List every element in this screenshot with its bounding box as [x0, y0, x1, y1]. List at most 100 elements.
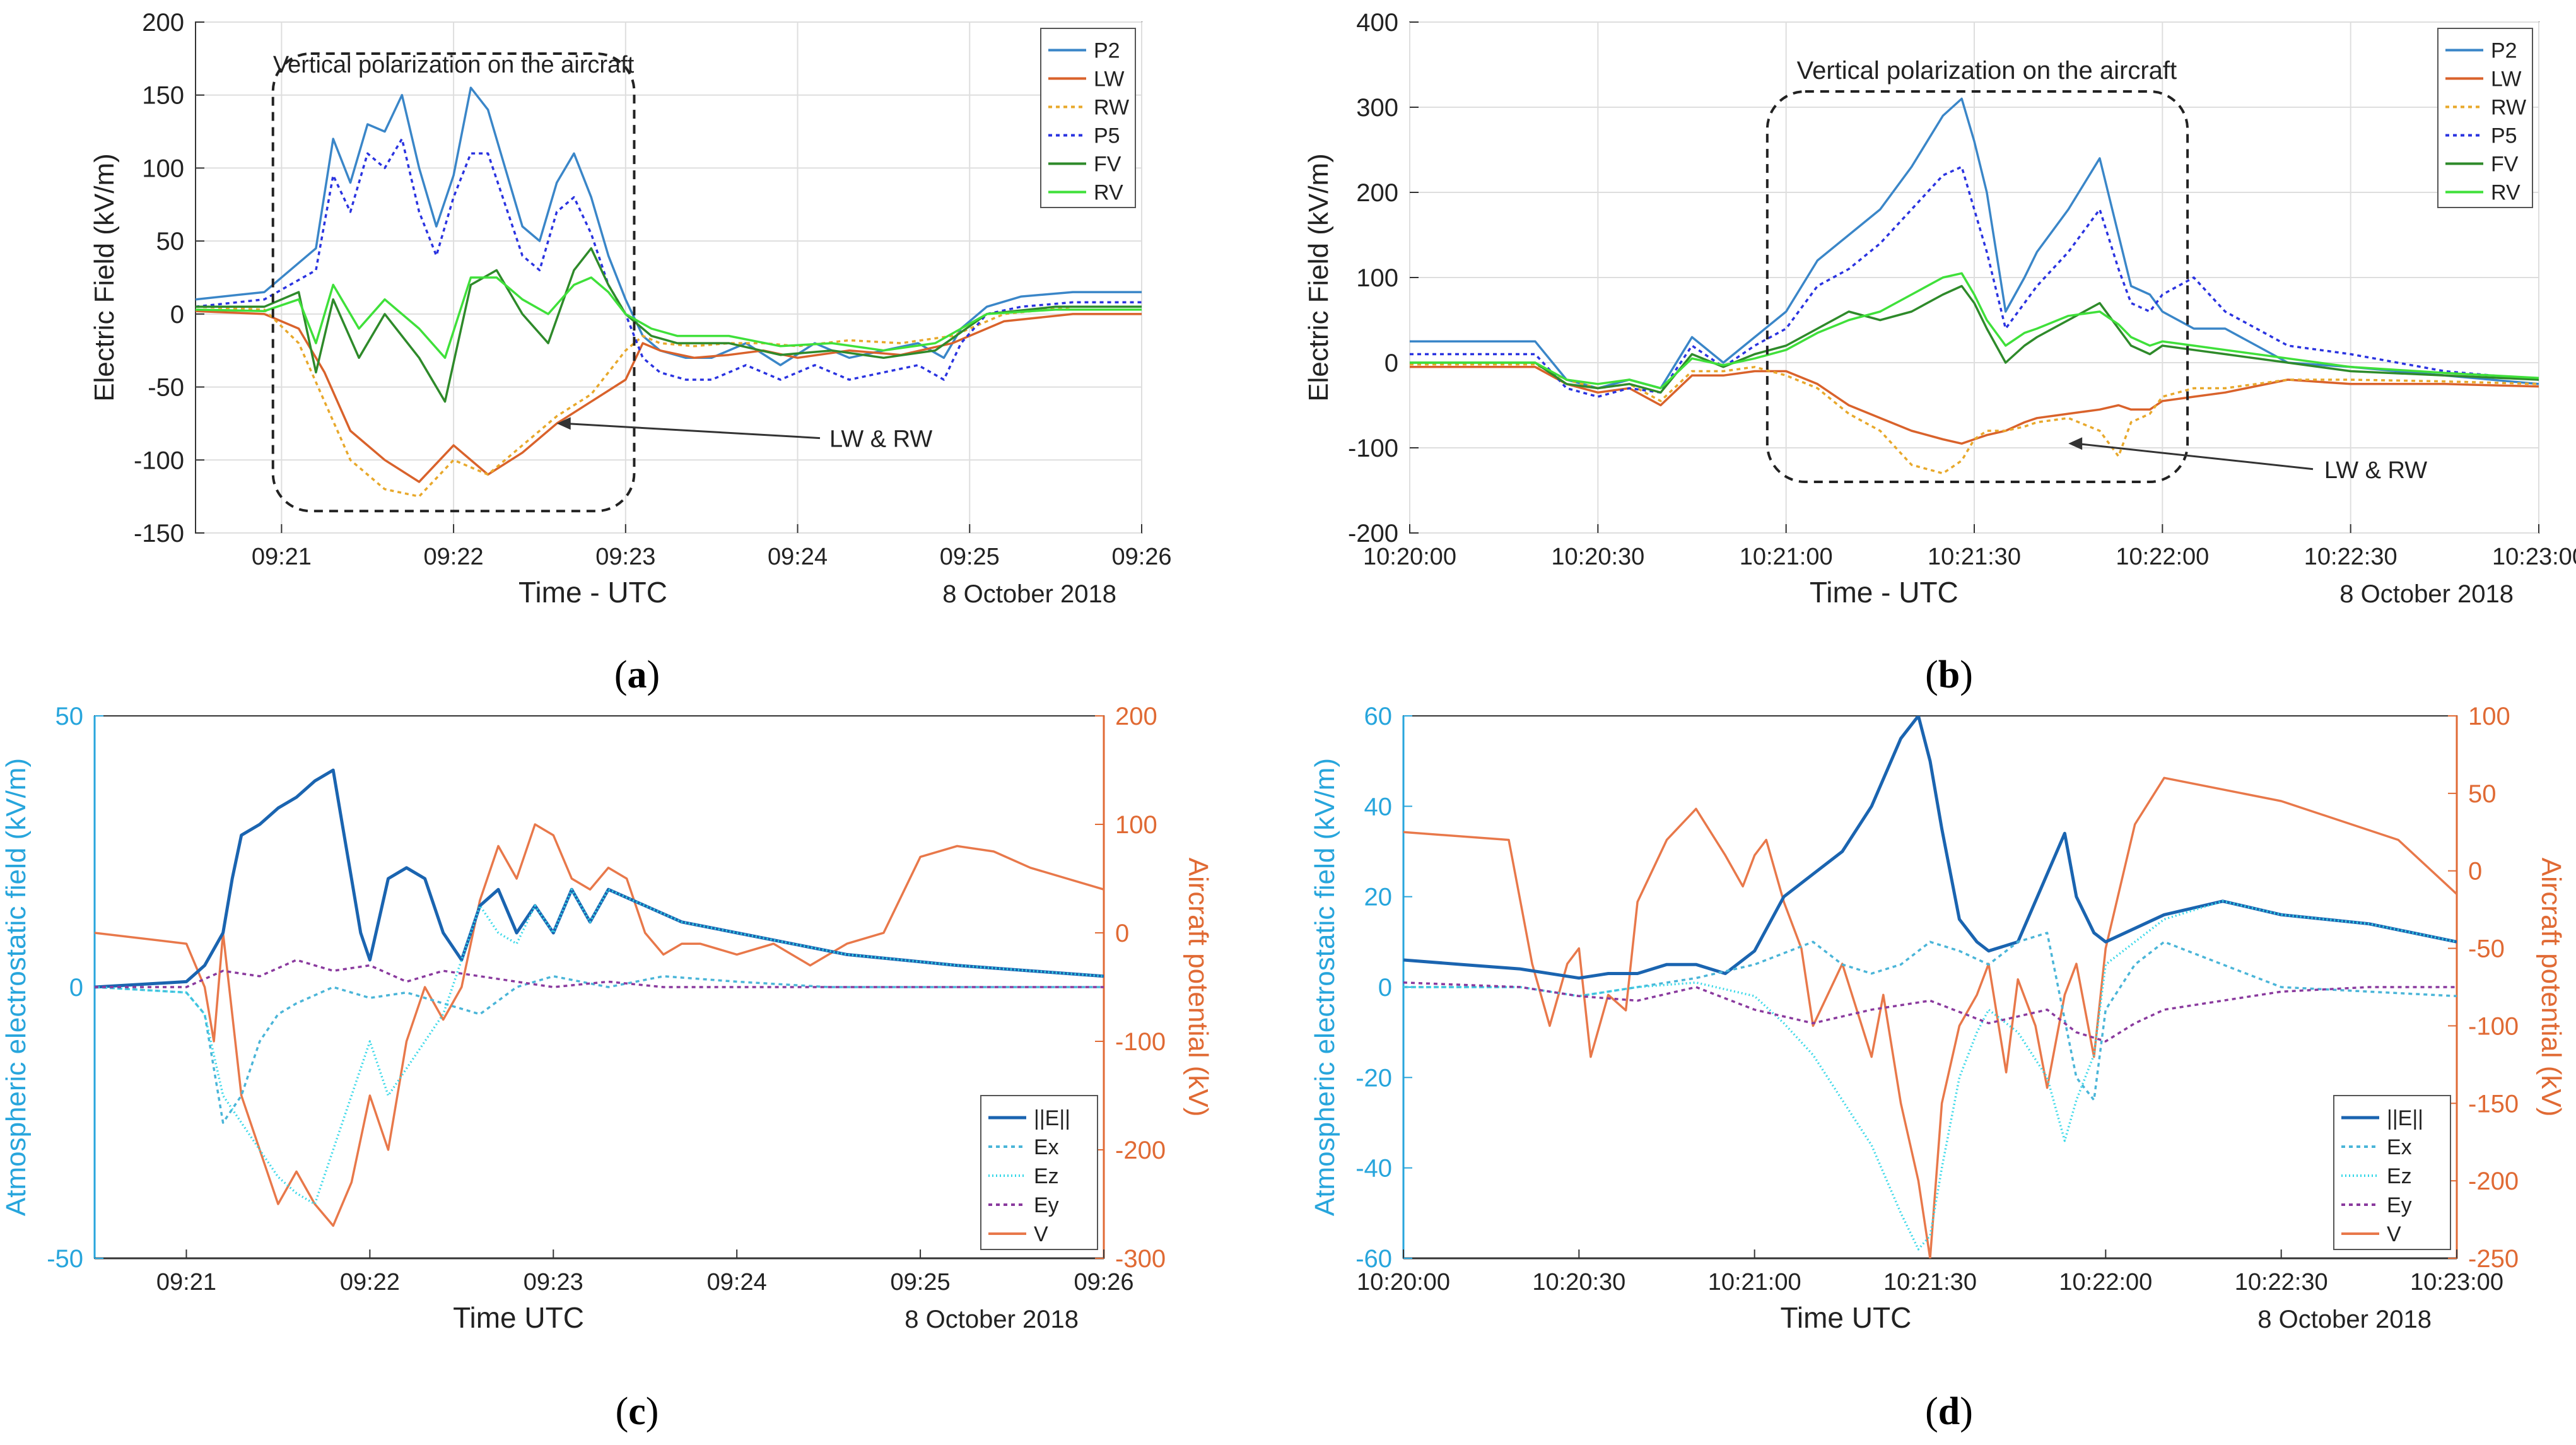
series-line-a-p2 — [196, 86, 1142, 366]
y-right-tick-label-d-7: 100 — [2468, 703, 2510, 730]
caption-a: (a) — [614, 653, 660, 696]
annotation-box-a — [271, 52, 636, 513]
legend-label-c-ex: Ex — [1034, 1135, 1059, 1159]
legend-label-b-rw: RW — [2491, 96, 2526, 120]
x-tick-label-c-5: 09:26 — [1074, 1269, 1133, 1296]
y-right-tick-label-d-1: -200 — [2468, 1167, 2519, 1195]
series-line-a-p5 — [196, 137, 1142, 381]
series-line-c-v — [95, 823, 1104, 1227]
x-tick-label-d-2: 10:21:00 — [1708, 1269, 1801, 1296]
y-tick-label-d-2: -20 — [1355, 1064, 1392, 1092]
x-tick-label-a-1: 09:22 — [424, 544, 484, 570]
date-label-b: 8 October 2018 — [2339, 580, 2514, 608]
x-axis-label-c: Time UTC — [453, 1301, 584, 1334]
x-tick-label-a-0: 09:21 — [252, 544, 312, 570]
legend-a: P2 LW RW P5 FV RV — [1040, 28, 1136, 208]
y-axis-label-b: Electric Field (kV/m) — [1303, 153, 1334, 402]
legend-label-a-fv: FV — [1094, 153, 1121, 177]
plot-area-a — [195, 21, 1142, 534]
x-tick-label-d-3: 10:21:30 — [1883, 1269, 1977, 1296]
x-tick-label-c-4: 09:25 — [891, 1269, 951, 1296]
legend-label-a-rw: RW — [1094, 96, 1129, 120]
y-tick-label-c-2: 50 — [56, 703, 84, 730]
y-tick-label-b-4: 200 — [1356, 179, 1398, 207]
legend-box-b — [2437, 28, 2533, 208]
x-tick-label-a-4: 09:25 — [940, 544, 1000, 570]
x-tick-label-b-0: 10:20:00 — [1363, 544, 1456, 570]
legend-label-a-p5: P5 — [1094, 124, 1120, 148]
caption-d: (d) — [1925, 1390, 1973, 1433]
annotation-box-b — [1765, 90, 2189, 483]
chart-d-group: 10:20:00 10:20:30 10:21:00 10:21:30 10:22:00… — [1309, 703, 2567, 1334]
annotation-arrowhead-a — [556, 417, 571, 430]
y-tick-label-a-5: 100 — [142, 155, 184, 182]
x-tick-label-c-0: 09:21 — [156, 1269, 216, 1296]
x-tick-label-c-1: 09:22 — [340, 1269, 400, 1296]
x-tick-label-a-3: 09:24 — [768, 544, 828, 570]
legend-label-d-ey: Ey — [2387, 1193, 2412, 1217]
x-tick-label-d-5: 10:22:30 — [2235, 1269, 2328, 1296]
series-line-d-ez — [1403, 900, 2457, 1251]
date-label-a: 8 October 2018 — [942, 580, 1116, 608]
legend-label-d-e: ||E|| — [2387, 1106, 2423, 1130]
x-tick-label-a-5: 09:26 — [1111, 544, 1171, 570]
y-tick-label-c-0: -50 — [47, 1245, 83, 1273]
series-line-b-rv — [1410, 272, 2539, 390]
x-tick-label-d-6: 10:23:00 — [2410, 1269, 2503, 1296]
legend-label-d-ez: Ez — [2387, 1164, 2412, 1188]
date-label-c: 8 October 2018 — [905, 1306, 1079, 1333]
legend-label-c-ez: Ez — [1034, 1164, 1059, 1188]
annotation-arrow-text-a: LW & RW — [829, 426, 932, 453]
y-right-tick-label-c-4: 100 — [1115, 811, 1157, 839]
legend-label-c-v: V — [1034, 1222, 1048, 1246]
y-tick-label-b-0: -200 — [1348, 520, 1398, 547]
y-tick-label-a-7: 200 — [142, 9, 184, 37]
y-tick-label-a-1: -100 — [134, 447, 184, 474]
y-tick-label-d-1: -40 — [1355, 1155, 1392, 1183]
y-tick-label-b-6: 400 — [1356, 9, 1398, 37]
y-tick-label-d-0: -60 — [1355, 1245, 1392, 1273]
series-line-b-p2 — [1410, 97, 2539, 390]
series-line-b-lw — [1410, 366, 2539, 445]
y-tick-label-d-5: 40 — [1364, 793, 1393, 821]
y-axis-label-d: Atmospheric electrostatic field (kV/m) — [1309, 758, 1340, 1216]
y-right-tick-label-d-0: -250 — [2468, 1245, 2519, 1273]
series-line-a-rv — [196, 276, 1142, 360]
x-tick-label-a-2: 09:23 — [595, 544, 655, 570]
series-line-b-rw — [1410, 363, 2539, 475]
legend-label-c-e: ||E|| — [1034, 1106, 1070, 1130]
series-line-d-ex — [1403, 932, 2457, 1101]
legend-label-b-fv: FV — [2491, 153, 2519, 177]
series-line-d-v — [1403, 776, 2457, 1258]
legend-label-c-ey: Ey — [1034, 1193, 1059, 1217]
x-tick-label-b-4: 10:22:00 — [2116, 544, 2209, 570]
series-line-c-ey — [95, 959, 1104, 988]
y-tick-label-c-1: 0 — [69, 974, 83, 1002]
y-right-tick-label-c-5: 200 — [1115, 703, 1157, 730]
y-right-tick-label-c-1: -200 — [1115, 1137, 1166, 1164]
y-right-tick-label-c-3: 0 — [1115, 920, 1129, 947]
x-tick-label-d-1: 10:20:30 — [1532, 1269, 1625, 1296]
legend-label-b-p5: P5 — [2491, 124, 2517, 148]
legend-b: P2 LW RW P5 FV RV — [2437, 28, 2533, 208]
x-tick-label-c-2: 09:23 — [524, 1269, 583, 1296]
x-tick-label-b-1: 10:20:30 — [1551, 544, 1644, 570]
y-right-tick-label-c-2: -100 — [1115, 1028, 1166, 1056]
series-line-a-rw — [196, 305, 1142, 498]
x-tick-label-c-3: 09:24 — [707, 1269, 767, 1296]
series-line-c-e — [95, 768, 1104, 989]
y-tick-label-d-3: 0 — [1378, 974, 1392, 1002]
annotation-arrow-line-b — [2076, 442, 2314, 471]
y-axis-label-c: Atmospheric electrostatic field (kV/m) — [1, 758, 32, 1216]
caption-c: (c) — [616, 1390, 659, 1433]
date-label-d: 8 October 2018 — [2257, 1306, 2432, 1333]
x-tick-label-b-3: 10:21:30 — [1928, 544, 2021, 570]
legend-box-c — [980, 1095, 1098, 1250]
y-tick-label-a-6: 150 — [142, 82, 184, 110]
legend-label-a-lw: LW — [1094, 67, 1124, 91]
legend-d: ||E|| Ex Ez Ey V — [2333, 1095, 2451, 1250]
legend-label-d-v: V — [2387, 1222, 2401, 1246]
legend-label-b-p2: P2 — [2491, 39, 2517, 63]
y-tick-label-b-5: 300 — [1356, 94, 1398, 122]
